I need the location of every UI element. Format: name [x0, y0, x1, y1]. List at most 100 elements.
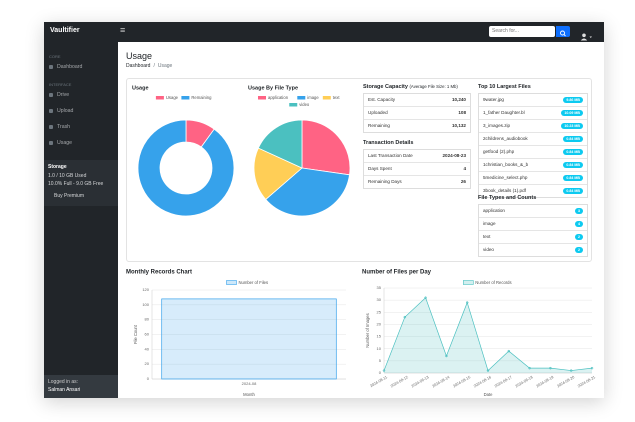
search-button[interactable]: [556, 26, 570, 37]
storage-used: 1.0 / 10 GB Used: [48, 173, 87, 179]
breadcrumb-item[interactable]: Dashboard: [126, 63, 151, 69]
title-note: (Average File Size: 1 Mb): [409, 84, 458, 89]
type-name: text: [483, 234, 491, 239]
monthly-chart: Monthly Records Chart Number of Files 0 20 4…: [126, 270, 346, 397]
row-value: 108: [458, 110, 466, 115]
logged-label: Logged in as:: [48, 379, 79, 385]
legend-swatch: [258, 96, 266, 100]
file-row: 1_father Daughter.bl 10.09 MB: [479, 107, 587, 120]
storage-panel: Storage 1.0 / 10 GB Used 10.0% Full - 9.…: [44, 160, 118, 206]
file-size-badge: 9.86 MB: [563, 97, 583, 103]
daily-chart: Number of Files per Day Number of Records…: [362, 270, 596, 398]
point: [382, 369, 386, 372]
legend-label: video: [299, 102, 310, 107]
point: [528, 366, 531, 370]
file-size-badge: 0.84 MB: [563, 149, 583, 155]
y-tick-label: 30: [377, 297, 382, 302]
row-label: Est. Capacity: [368, 97, 396, 102]
transaction-title: Transaction Details: [363, 140, 414, 146]
search-icon: [560, 30, 566, 37]
main-content: Usage DashboardUsage UsageUsageRemaining…: [118, 42, 604, 398]
navbar: Vaultifier ≡ Search for...: [44, 22, 604, 42]
breadcrumb: DashboardUsage: [126, 63, 172, 69]
x-tick-label: 2024-08-17: [494, 375, 513, 388]
usage-card: Usage Usage Remaining Usage By File Type ap…: [126, 78, 592, 262]
nav-item[interactable]: Usage: [49, 140, 72, 146]
row-value: 10,240: [451, 97, 466, 102]
menu-toggle[interactable]: ≡: [120, 25, 126, 35]
slice: [253, 147, 303, 200]
search-input[interactable]: Search for...: [489, 26, 555, 37]
x-tick-label: 2024-08-20: [556, 375, 575, 388]
type-name: video: [483, 247, 494, 252]
top-files-title: Top 10 Largest Files: [478, 84, 531, 90]
y-tick-label: 15: [377, 334, 382, 339]
file-row: 5medicine_select.php 0.84 MB: [479, 172, 587, 185]
nav-item[interactable]: Trash: [49, 124, 70, 130]
file-size-badge: 0.84 MB: [563, 162, 583, 168]
type-count-badge: 4: [575, 221, 583, 227]
legend-label: Usage: [166, 95, 179, 100]
y-tick-label: 40: [145, 346, 150, 351]
app-window: Vaultifier ≡ Search for... Storage 1.0 /…: [44, 22, 604, 398]
y-tick-label: 20: [377, 321, 382, 326]
user-icon: [580, 33, 592, 41]
title-text: Storage Capacity: [363, 84, 408, 90]
legend-swatch: [155, 96, 164, 100]
y-tick-label: 25: [377, 309, 382, 314]
chart-title: Usage: [132, 85, 149, 91]
nav-item[interactable]: Drive: [49, 92, 69, 98]
row-value: 10,132: [451, 123, 466, 128]
y-tick-label: 100: [142, 302, 149, 307]
point: [569, 369, 573, 372]
file-name: 3book_details (1).pdf: [483, 188, 526, 193]
file-size-badge: 10.23 MB: [561, 123, 583, 129]
legend-label: Number of Records: [475, 280, 511, 285]
storage-capacity-title: Storage Capacity (Average File Size: 1 M…: [363, 84, 458, 90]
x-tick-label: 2024-08-11: [369, 375, 388, 388]
x-tick-label: 2024-08: [242, 381, 257, 386]
point: [445, 354, 448, 358]
point: [403, 315, 407, 319]
y-tick-label: 5: [379, 358, 382, 363]
type-name: application: [483, 208, 505, 213]
file-row: 1christian_books_&_b 0.84 MB: [479, 159, 587, 172]
slice: [137, 119, 235, 217]
file-size-badge: 0.84 MB: [563, 136, 583, 142]
file-type-chart: Usage By File Type application image text vi…: [248, 85, 351, 217]
file-row: 3book_details (1).pdf 0.84 MB: [479, 185, 587, 197]
legend-swatch: [289, 103, 298, 107]
table-row: Days Spent 4: [364, 163, 470, 176]
brand[interactable]: Vaultifier: [50, 27, 80, 34]
x-axis-label: Month: [243, 392, 255, 397]
section-heading: INTERFACE: [49, 82, 72, 87]
y-tick-label: 80: [145, 317, 150, 322]
x-tick-label: 2024-08-12: [390, 375, 409, 388]
storage-title: Storage: [48, 164, 67, 170]
nav-item[interactable]: Upload: [49, 108, 73, 114]
legend-swatch: [322, 96, 331, 100]
file-size-badge: 10.09 MB: [561, 110, 583, 116]
legend-swatch: [181, 96, 190, 100]
nav-item[interactable]: Dashboard: [49, 64, 82, 70]
file-name: 3_images.zip: [483, 123, 511, 128]
y-tick-label: 60: [145, 332, 150, 337]
file-row: 2childrens_audiobook 0.84 MB: [479, 133, 587, 146]
legend-swatch: [297, 96, 306, 100]
user-menu[interactable]: [580, 28, 594, 46]
file-types-title: File Types and Counts: [478, 195, 537, 201]
legend-label: Number of Files: [239, 280, 269, 285]
user-name: Salman Ansari: [48, 387, 81, 393]
type-row: video 2: [479, 244, 587, 256]
x-tick-label: 2024-08-16: [473, 375, 492, 388]
y-tick-label: 35: [377, 285, 382, 290]
transaction-table: Last Transaction Date 2024-08-23 Days Spen…: [363, 149, 471, 189]
point: [590, 366, 594, 370]
row-value: 2024-08-23: [442, 153, 467, 158]
y-axis-label: Number of Images: [365, 313, 370, 347]
row-label: Last Transaction Date: [368, 153, 413, 158]
legend-label: application: [268, 95, 289, 100]
table-row: Uploaded 108: [364, 107, 470, 120]
buy-premium[interactable]: Buy Premium: [54, 193, 85, 199]
point: [507, 349, 511, 353]
